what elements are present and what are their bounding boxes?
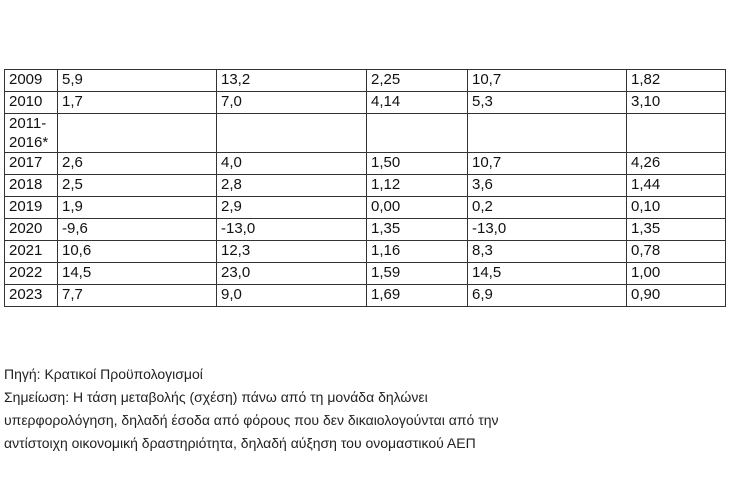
value-cell: 5,9: [57, 69, 217, 92]
value-cell: 2,8: [216, 174, 367, 197]
value-cell: 10,6: [57, 240, 217, 263]
value-cell: 3,6: [467, 174, 627, 197]
table-row: 2017 2,6 4,0 1,50 10,7 4,26: [4, 152, 726, 175]
value-cell: 6,9: [467, 284, 627, 307]
value-cell: 10,7: [467, 152, 627, 175]
value-cell: 23,0: [216, 262, 367, 285]
year-cell: 2011- 2016*: [4, 113, 58, 153]
table-row: 2011- 2016*: [4, 113, 726, 153]
year-cell: 2017: [4, 152, 58, 175]
value-cell: [626, 113, 726, 153]
value-cell: 3,10: [626, 91, 726, 114]
remark-line-1: Σημείωση: Η τάση μεταβολής (σχέση) πάνω …: [4, 389, 428, 405]
value-cell: 1,59: [366, 262, 468, 285]
value-cell: 4,26: [626, 152, 726, 175]
value-cell: 1,35: [366, 218, 468, 241]
value-cell: 5,3: [467, 91, 627, 114]
year-cell: 2023: [4, 284, 58, 307]
value-cell: 1,16: [366, 240, 468, 263]
remark-line-2: υπερφορολόγηση, δηλαδή έσοδα από φόρους …: [4, 412, 499, 428]
table-body: 2009 5,9 13,2 2,25 10,7 1,82 2010 1,7 7,0 4,14 5,3…: [4, 69, 726, 307]
year-cell: 2021: [4, 240, 58, 263]
value-cell: 1,9: [57, 196, 217, 219]
value-cell: [216, 113, 367, 153]
value-cell: 0,10: [626, 196, 726, 219]
table-row: 2009 5,9 13,2 2,25 10,7 1,82: [4, 69, 726, 92]
value-cell: 4,14: [366, 91, 468, 114]
value-cell: 2,6: [57, 152, 217, 175]
value-cell: -9,6: [57, 218, 217, 241]
value-cell: -13,0: [467, 218, 627, 241]
value-cell: -13,0: [216, 218, 367, 241]
value-cell: 7,7: [57, 284, 217, 307]
value-cell: 2,5: [57, 174, 217, 197]
value-cell: 13,2: [216, 69, 367, 92]
value-cell: 4,0: [216, 152, 367, 175]
value-cell: 1,50: [366, 152, 468, 175]
table-row: 2019 1,9 2,9 0,00 0,2 0,10: [4, 196, 726, 219]
value-cell: 2,9: [216, 196, 367, 219]
year-cell: 2020: [4, 218, 58, 241]
value-cell: [467, 113, 627, 153]
value-cell: 0,78: [626, 240, 726, 263]
value-cell: 1,82: [626, 69, 726, 92]
value-cell: 14,5: [467, 262, 627, 285]
value-cell: [57, 113, 217, 153]
value-cell: 1,44: [626, 174, 726, 197]
value-cell: 1,12: [366, 174, 468, 197]
value-cell: 9,0: [216, 284, 367, 307]
table-row: 2021 10,6 12,3 1,16 8,3 0,78: [4, 240, 726, 263]
table-row: 2010 1,7 7,0 4,14 5,3 3,10: [4, 91, 726, 114]
value-cell: 10,7: [467, 69, 627, 92]
data-table: 2009 5,9 13,2 2,25 10,7 1,82 2010 1,7 7,0 4,14 5,3…: [4, 69, 726, 307]
value-cell: 12,3: [216, 240, 367, 263]
value-cell: 1,69: [366, 284, 468, 307]
table-row: 2018 2,5 2,8 1,12 3,6 1,44: [4, 174, 726, 197]
table-row: 2022 14,5 23,0 1,59 14,5 1,00: [4, 262, 726, 285]
source-note: Πηγή: Κρατικοί Προϋπολογισμοί: [4, 366, 203, 382]
value-cell: 1,35: [626, 218, 726, 241]
value-cell: 2,25: [366, 69, 468, 92]
value-cell: 1,00: [626, 262, 726, 285]
year-cell: 2022: [4, 262, 58, 285]
remark-line-3: αντίστοιχη οικονομική δραστηριότητα, δηλ…: [4, 435, 476, 451]
year-cell: 2009: [4, 69, 58, 92]
value-cell: 0,00: [366, 196, 468, 219]
value-cell: 1,7: [57, 91, 217, 114]
year-cell: 2019: [4, 196, 58, 219]
year-cell: 2018: [4, 174, 58, 197]
value-cell: 0,90: [626, 284, 726, 307]
value-cell: 8,3: [467, 240, 627, 263]
table-row: 2020 -9,6 -13,0 1,35 -13,0 1,35: [4, 218, 726, 241]
table-row: 2023 7,7 9,0 1,69 6,9 0,90: [4, 284, 726, 307]
value-cell: 14,5: [57, 262, 217, 285]
value-cell: [366, 113, 468, 153]
value-cell: 7,0: [216, 91, 367, 114]
value-cell: 0,2: [467, 196, 627, 219]
notes: Πηγή: Κρατικοί Προϋπολογισμοί Σημείωση: …: [4, 363, 744, 455]
year-cell: 2010: [4, 91, 58, 114]
